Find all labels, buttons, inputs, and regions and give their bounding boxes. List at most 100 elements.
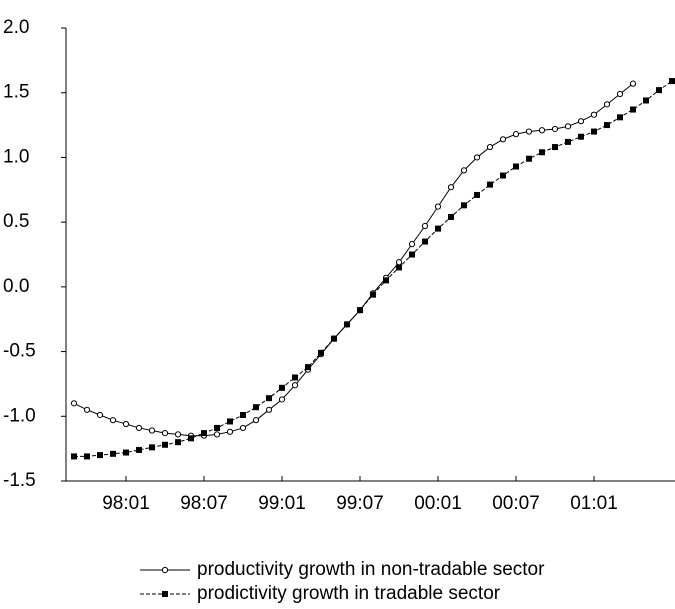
point (435, 225, 441, 232)
point (84, 453, 90, 460)
point (318, 349, 324, 356)
x-tick-label: 01:01 (570, 493, 618, 514)
point (422, 238, 428, 245)
point (227, 418, 233, 425)
point (500, 172, 506, 179)
point (305, 364, 311, 371)
y-tick-label: -1.5 (3, 470, 36, 491)
point (513, 163, 519, 170)
legend-label: productivity growth in non-tradable sect… (197, 559, 545, 580)
point (370, 291, 376, 298)
point (331, 335, 337, 342)
point (630, 106, 636, 113)
point (253, 404, 259, 411)
point (240, 411, 246, 418)
point (525, 128, 533, 135)
point (136, 446, 142, 453)
point (603, 101, 611, 108)
series-line (73, 83, 634, 437)
point (538, 127, 546, 134)
point (577, 118, 585, 125)
y-tick-label: 0.5 (3, 211, 29, 232)
x-tick-label: 99:01 (258, 493, 306, 514)
point (616, 90, 624, 98)
point (564, 123, 572, 130)
legend-label: prodictivity growth in tradable sector (197, 583, 501, 604)
point (552, 144, 558, 151)
point (252, 417, 260, 424)
point (123, 449, 129, 456)
point (448, 213, 454, 220)
point (434, 203, 442, 210)
point (122, 420, 130, 428)
point (175, 439, 181, 446)
point (265, 406, 273, 413)
point (526, 155, 532, 162)
point (565, 138, 571, 145)
point (461, 202, 467, 209)
point (174, 431, 182, 438)
point (148, 427, 156, 434)
point (383, 277, 389, 284)
point (278, 396, 286, 403)
point (421, 222, 429, 230)
x-tick-label: 00:01 (414, 493, 462, 514)
point (395, 259, 403, 266)
point (473, 154, 481, 161)
point (499, 136, 507, 143)
point (447, 184, 455, 191)
point (266, 395, 272, 402)
x-tick-label: 98:07 (180, 493, 228, 514)
point (551, 125, 559, 133)
x-tick-label: 99:07 (336, 493, 384, 514)
point (213, 431, 221, 438)
point (656, 87, 662, 94)
point (96, 411, 104, 419)
y-tick-label: 2.0 (3, 17, 29, 38)
point (214, 424, 220, 431)
point (512, 131, 520, 138)
point (97, 452, 103, 459)
y-tick-label: 0.0 (3, 276, 29, 297)
point (70, 400, 78, 407)
point (161, 430, 169, 437)
point (617, 114, 623, 121)
point (408, 241, 416, 248)
point (590, 111, 598, 118)
point (539, 149, 545, 156)
point (83, 406, 91, 413)
point (162, 441, 168, 448)
point (149, 444, 155, 451)
point (396, 264, 402, 271)
point (629, 80, 637, 87)
point (474, 191, 480, 198)
point (604, 122, 610, 129)
point (292, 374, 298, 381)
y-tick-label: 1.5 (3, 82, 29, 103)
point (460, 167, 468, 174)
y-tick-label: -0.5 (3, 341, 36, 362)
point (357, 307, 363, 314)
point (486, 143, 494, 151)
legend-marker (162, 591, 168, 597)
point (344, 321, 350, 328)
point (669, 78, 675, 85)
legend-marker (161, 566, 169, 574)
point (643, 97, 649, 104)
point (291, 382, 299, 389)
point (71, 453, 77, 460)
point (409, 251, 415, 258)
point (109, 417, 117, 424)
point (110, 450, 116, 457)
point (239, 424, 247, 432)
point (226, 428, 234, 435)
point (201, 430, 207, 437)
y-tick-label: 1.0 (3, 146, 29, 167)
x-tick-label: 98:01 (102, 493, 150, 514)
point (135, 424, 143, 432)
point (578, 133, 584, 140)
y-tick-label: -1.0 (3, 405, 36, 426)
point (188, 435, 194, 442)
point (591, 128, 597, 135)
